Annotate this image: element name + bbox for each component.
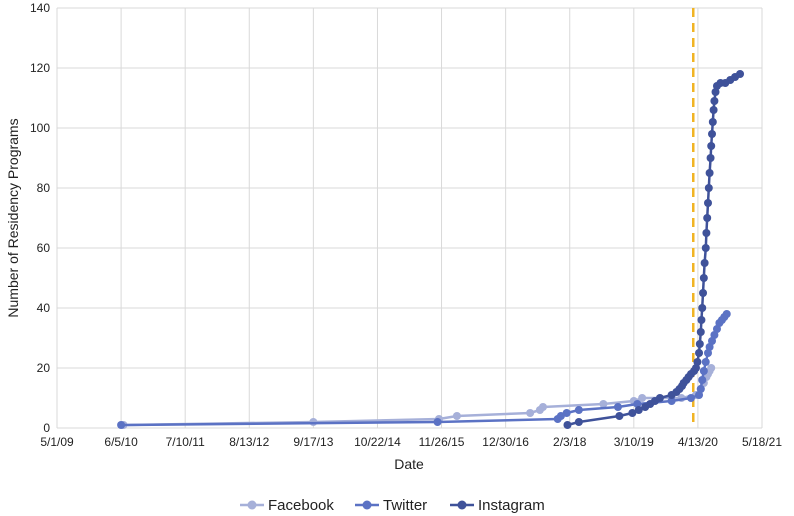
data-point [705, 169, 714, 177]
y-tick-label: 140 [30, 1, 50, 15]
x-tick-label: 7/10/11 [166, 435, 205, 449]
data-point [698, 304, 707, 312]
x-tick-label: 8/13/12 [229, 435, 269, 449]
data-point [695, 349, 704, 357]
y-tick-label: 120 [30, 61, 50, 75]
data-point [687, 394, 696, 402]
y-tick-label: 20 [37, 361, 51, 375]
data-point [563, 421, 572, 429]
data-point [711, 88, 720, 96]
data-point [702, 229, 711, 237]
data-point [708, 130, 717, 138]
series-facebook [119, 364, 716, 429]
data-point [709, 106, 718, 114]
data-point [736, 70, 745, 78]
data-point [705, 343, 714, 351]
legend-marker [457, 500, 467, 510]
legend-item-twitter: Twitter [355, 497, 427, 514]
data-point [699, 274, 708, 282]
legend-marker [247, 500, 257, 510]
x-tick-label: 5/18/21 [742, 435, 782, 449]
series-instagram [563, 70, 745, 429]
data-point [638, 394, 647, 402]
data-point [696, 328, 705, 336]
data-point [538, 403, 547, 411]
data-point [697, 316, 706, 324]
data-point [708, 337, 717, 345]
x-tick-label: 12/30/16 [482, 435, 529, 449]
x-tick-label: 5/1/09 [40, 435, 74, 449]
data-point [655, 394, 664, 402]
data-point [722, 310, 731, 318]
data-point [704, 199, 713, 207]
data-point [452, 412, 461, 420]
data-point [700, 259, 709, 267]
data-point [615, 412, 624, 420]
data-point [703, 214, 712, 222]
axis-layer: 0 20 40 60 80 100 120 140 5/1/09 6/5/10 7/10/11 8/1… [30, 1, 782, 449]
data-point [628, 409, 637, 417]
data-point [613, 403, 622, 411]
x-tick-label: 11/26/15 [419, 435, 465, 449]
x-tick-label: 6/5/10 [104, 435, 138, 449]
x-tick-label: 9/17/13 [293, 435, 333, 449]
data-point [704, 349, 713, 357]
data-point [695, 340, 704, 348]
chart-grid [56, 7, 763, 429]
data-point [526, 409, 535, 417]
y-axis-title: Number of Residency Programs [5, 118, 21, 317]
series-layer [117, 70, 745, 429]
data-point [696, 385, 705, 393]
data-point [599, 400, 608, 408]
legend-label: Instagram [478, 497, 545, 514]
x-tick-label: 4/13/20 [678, 435, 718, 449]
legend: Facebook Twitter Instagram [240, 497, 545, 514]
data-point [710, 97, 719, 105]
data-point [698, 376, 707, 384]
x-tick-label: 2/3/18 [553, 435, 587, 449]
data-point [701, 244, 710, 252]
data-point [701, 358, 710, 366]
y-tick-label: 0 [43, 421, 50, 435]
data-point [707, 364, 716, 372]
legend-marker [362, 500, 372, 510]
data-point [117, 421, 126, 429]
data-point [562, 409, 571, 417]
data-point [707, 142, 716, 150]
y-tick-label: 40 [37, 301, 51, 315]
x-axis-title: Date [394, 456, 424, 472]
y-tick-label: 100 [30, 121, 50, 135]
legend-item-facebook: Facebook [240, 497, 334, 514]
x-tick-label: 10/22/14 [354, 435, 401, 449]
y-tick-label: 60 [37, 241, 51, 255]
data-point [695, 391, 704, 399]
data-point [708, 118, 717, 126]
data-point [667, 397, 676, 405]
legend-item-instagram: Instagram [450, 497, 545, 514]
x-tick-label: 3/10/19 [614, 435, 654, 449]
legend-label: Facebook [268, 497, 334, 514]
data-point [699, 289, 708, 297]
series-line [567, 72, 741, 427]
data-point [574, 406, 583, 414]
data-point [712, 325, 721, 333]
data-point [710, 331, 719, 339]
series-twitter [117, 310, 731, 429]
data-point [693, 358, 702, 366]
data-point [691, 364, 700, 372]
data-point [633, 400, 642, 408]
data-point [634, 406, 643, 414]
data-point [574, 418, 583, 426]
legend-label: Twitter [383, 497, 427, 514]
data-point [704, 184, 713, 192]
data-point [433, 418, 442, 426]
data-point [699, 367, 708, 375]
data-point [706, 154, 715, 162]
y-tick-label: 80 [37, 181, 51, 195]
